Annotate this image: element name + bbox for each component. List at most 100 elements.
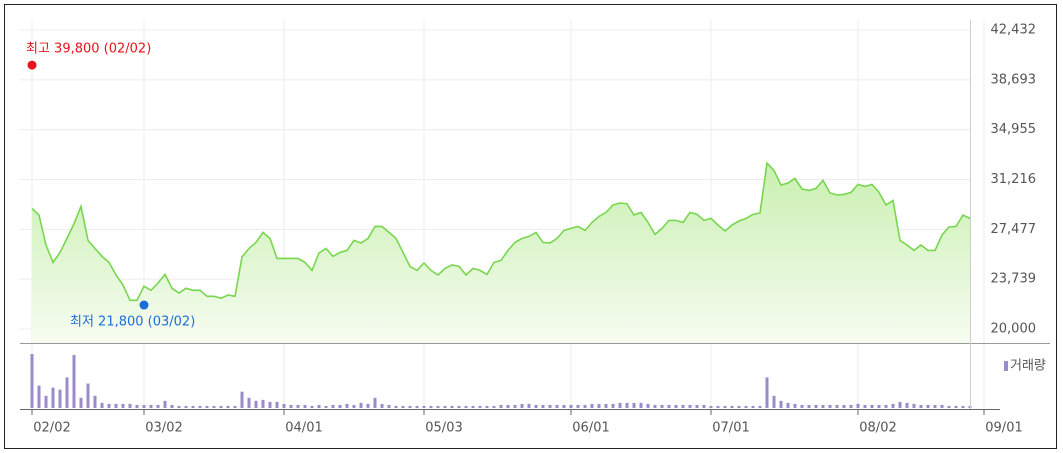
volume-bar — [898, 401, 902, 408]
volume-bar — [884, 404, 888, 408]
y-tick-label: 38,693 — [991, 72, 1037, 87]
volume-bar — [450, 405, 454, 408]
volume-bar — [639, 402, 643, 408]
volume-bar — [44, 395, 48, 408]
x-tick-label: 04/01 — [285, 421, 322, 436]
volume-bar — [667, 404, 671, 408]
y-tick-label: 23,739 — [991, 272, 1037, 287]
volume-bar — [835, 404, 839, 408]
volume-bar — [681, 404, 685, 408]
annotation-label: 최저 21,800 (03/02) — [70, 315, 195, 330]
volume-bar — [51, 387, 55, 408]
x-tick-label: 05/03 — [425, 421, 462, 436]
x-tick-label: 09/01 — [985, 421, 1022, 436]
volume-bar — [877, 404, 881, 408]
volume-bar — [338, 404, 342, 408]
volume-bar — [849, 404, 853, 408]
volume-bar — [429, 405, 433, 408]
volume-bar — [128, 403, 132, 408]
volume-bar — [142, 404, 146, 408]
volume-bar — [751, 405, 755, 408]
volume-bar — [604, 403, 608, 408]
volume-bar — [800, 404, 804, 408]
volume-bar — [380, 403, 384, 408]
volume-bar — [856, 403, 860, 408]
volume-bar — [401, 405, 405, 408]
legend-swatch — [1004, 361, 1008, 371]
volume-bar — [562, 404, 566, 408]
volume-bar — [618, 402, 622, 408]
volume-bar — [688, 404, 692, 408]
volume-bar — [37, 385, 41, 408]
volume-bar — [310, 405, 314, 408]
volume-bar — [107, 403, 111, 408]
volume-bar — [443, 405, 447, 408]
volume-bar — [191, 405, 195, 408]
volume-bar — [520, 403, 524, 408]
volume-bar — [296, 404, 300, 408]
volume-bar — [457, 405, 461, 408]
x-tick-label: 03/02 — [145, 421, 182, 436]
volume-bar — [821, 404, 825, 408]
volume-bar — [569, 404, 573, 408]
volume-bar — [709, 405, 713, 408]
frame — [4, 4, 1057, 449]
volume-bar — [212, 405, 216, 408]
volume-bar — [653, 404, 657, 408]
volume-bar — [415, 405, 419, 408]
volume-bar — [933, 404, 937, 408]
volume-bar — [261, 399, 265, 408]
volume-bar — [534, 404, 538, 408]
legend-label: 거래량 — [1010, 359, 1046, 374]
volume-bar — [723, 405, 727, 408]
volume-bar — [660, 404, 664, 408]
volume-bar — [478, 405, 482, 408]
volume-bar — [436, 405, 440, 408]
volume-bar — [331, 404, 335, 408]
volume-bar — [576, 404, 580, 408]
y-tick-label: 31,216 — [991, 172, 1037, 187]
volume-bar — [72, 355, 76, 408]
volume-bar — [947, 405, 951, 408]
x-tick-label: 06/01 — [572, 421, 609, 436]
volume-bar — [275, 401, 279, 408]
volume-bar — [646, 403, 650, 408]
volume-bar — [513, 404, 517, 408]
y-tick-label: 34,955 — [991, 122, 1037, 137]
volume-bar — [940, 404, 944, 408]
volume-bar — [926, 404, 930, 408]
volume-bar — [86, 383, 90, 408]
volume-bar — [765, 377, 769, 408]
y-tick-label: 20,000 — [991, 322, 1037, 337]
volume-bar — [548, 404, 552, 408]
volume-bar — [464, 405, 468, 408]
volume-bar — [499, 404, 503, 408]
volume-bar — [912, 403, 916, 408]
volume-bar — [828, 404, 832, 408]
annotation-dot — [27, 60, 37, 70]
volume-bar — [891, 403, 895, 408]
volume-bar — [863, 404, 867, 408]
volume-bar — [471, 405, 475, 408]
volume-bar — [149, 404, 153, 408]
volume-bar — [226, 405, 230, 408]
volume-bar — [359, 402, 363, 408]
volume-bar — [135, 404, 139, 408]
volume-bar — [65, 377, 69, 408]
volume-bar — [506, 404, 510, 408]
volume-bar — [758, 405, 762, 408]
volume-bar — [842, 404, 846, 408]
volume-bar — [807, 404, 811, 408]
volume-bar — [793, 403, 797, 408]
volume-bar — [121, 403, 125, 408]
volume-bar — [954, 405, 958, 408]
volume-bar — [156, 404, 160, 408]
volume-bar — [114, 403, 118, 408]
x-tick-label: 07/01 — [712, 421, 749, 436]
volume-bar — [233, 405, 237, 408]
volume-bar — [205, 405, 209, 408]
volume-bar — [492, 405, 496, 408]
annotation-dot — [139, 300, 149, 310]
y-tick-label: 27,477 — [991, 222, 1037, 237]
volume-bar — [268, 401, 272, 408]
